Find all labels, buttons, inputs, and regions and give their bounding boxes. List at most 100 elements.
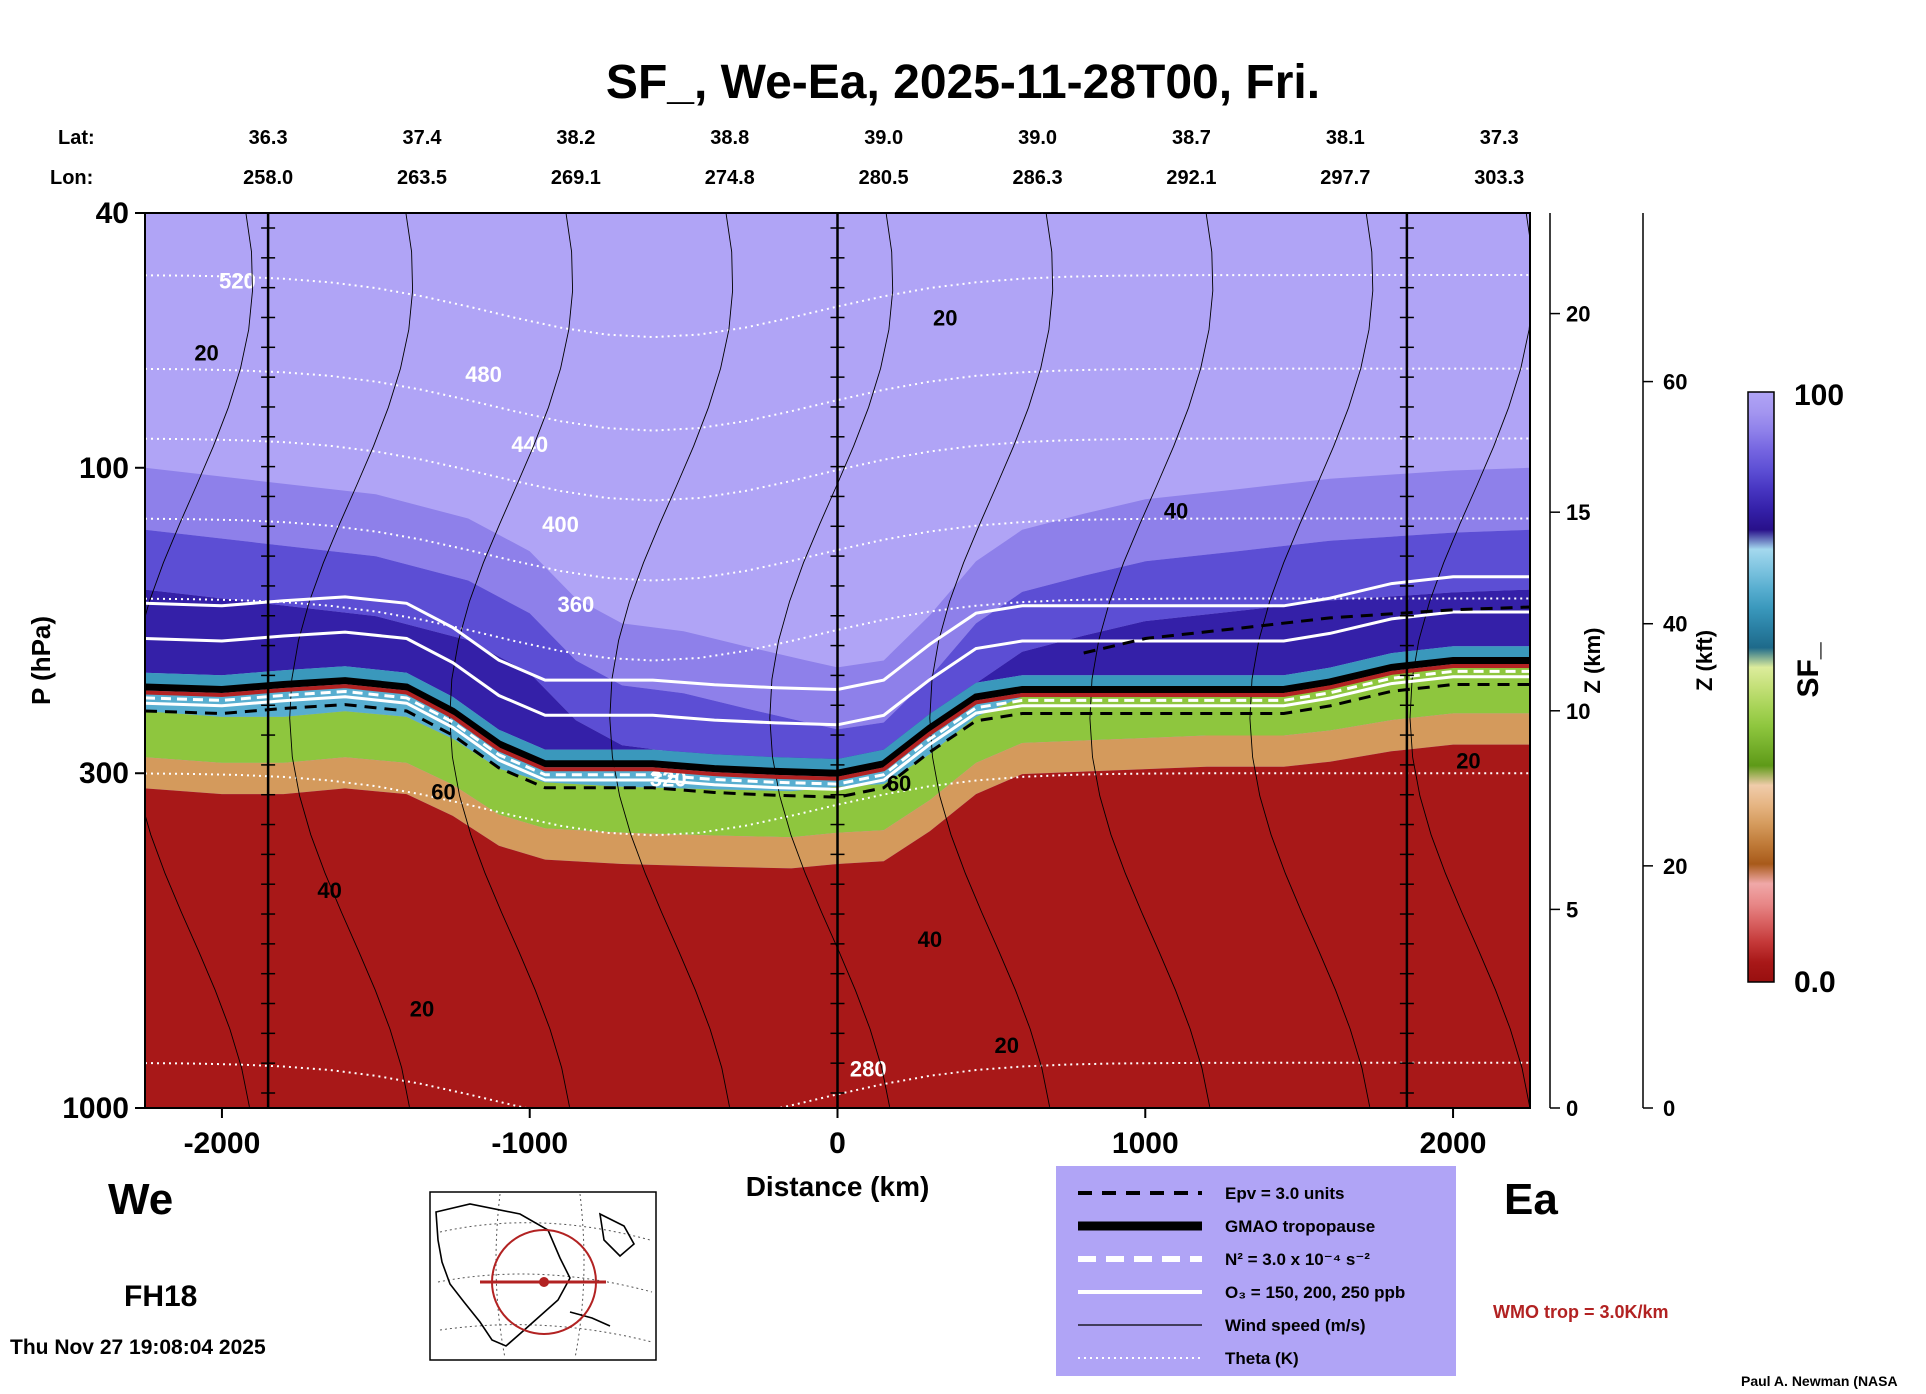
lat-value: 38.7 [1172,127,1211,149]
lat-value: 38.1 [1326,127,1365,149]
lat-value: 39.0 [1018,127,1057,149]
wind-speed-label: 20 [410,997,434,1022]
theta-contour-label: 520 [219,269,256,294]
chart-title: SF_, We-Ea, 2025-11-28T00, Fri. [606,56,1320,109]
wind-speed-contour [929,213,1054,1107]
pressure-tick-label: 1000 [62,1092,129,1125]
legend: Epv = 3.0 units GMAO tropopause N² = 3.0 x… [1056,1166,1456,1376]
z-kft-tick-label: 60 [1663,370,1687,395]
colorbar-max-label: 100 [1794,379,1844,412]
wind-speed-contour [769,213,894,1107]
credit-label: Paul A. Newman (NASA [1741,1373,1898,1389]
colorbar-min-label: 0.0 [1794,966,1836,999]
wind-speed-label: 60 [431,780,455,805]
wind-speed-contour [1089,213,1214,1107]
legend-label: N² = 3.0 x 10⁻⁴ s⁻² [1225,1250,1370,1269]
legend-label: Epv = 3.0 units [1225,1184,1345,1203]
west-end-label: We [108,1175,173,1224]
vertical-markers [261,213,1414,1108]
lon-value: 269.1 [551,167,601,189]
wind-speed-label: 20 [1456,749,1480,774]
field-light-blue-band [145,660,1530,792]
field-teal-band [145,646,1530,774]
wind-speed-label: 40 [1164,498,1188,523]
theta-contour [145,274,1530,339]
z-km-tick-label: 0 [1566,1096,1578,1121]
wind-speed-label: 40 [918,927,942,952]
z-km-tick-label: 15 [1566,500,1590,525]
wmo-trop-label: WMO trop = 3.0K/km [1493,1302,1669,1322]
z-kft-axis: 0 20 40 60 [1642,213,1687,1121]
lat-lon-axis: 36.3 258.0 37.4 263.5 38.2 269.1 38.8 274.8 39.0… [243,127,1524,189]
z-kft-axis-label: Z (kft) [1692,630,1717,691]
field-indigo-band [145,529,1530,790]
lon-value: 292.1 [1166,167,1216,189]
field-green-band [145,667,1530,838]
legend-box [1056,1166,1456,1376]
wind-speed-contour [1249,213,1374,1107]
z-km-axis-label: Z (km) [1580,628,1605,694]
wind-speed-contour [1409,213,1530,1107]
pressure-axis-label: P (hPa) [26,616,56,705]
distance-tick-label: 2000 [1420,1127,1487,1160]
map-graticule [437,1193,653,1359]
wind-speed-label: 20 [194,341,218,366]
lon-value: 258.0 [243,167,293,189]
wind-speed-contour [449,213,574,1107]
theta-contour-label: 480 [465,362,502,387]
legend-label: Theta (K) [1225,1349,1299,1368]
map-frame [429,1191,657,1361]
theta-contour [145,517,1530,582]
map-center-dot [539,1277,549,1287]
z-kft-tick-label: 40 [1663,612,1687,637]
theta-contour [145,1061,1530,1108]
z-km-tick-label: 20 [1566,302,1590,327]
lon-value: 297.7 [1320,167,1370,189]
wind-speed-label: 20 [995,1033,1019,1058]
forecast-hour-label: FH18 [124,1280,197,1313]
distance-axis: -2000 -1000 0 1000 2000 [184,1108,1487,1160]
z-km-axis: 0 5 10 15 20 [1549,213,1590,1121]
distance-tick-label: -2000 [184,1127,261,1160]
theta-contour-label: 360 [558,592,595,617]
pressure-axis: 40 100 300 1000 [62,197,145,1125]
east-end-label: Ea [1504,1175,1558,1224]
lat-label: Lat: [58,127,95,149]
z-km-tick-label: 10 [1566,699,1590,724]
timestamp-label: Thu Nov 27 19:08:04 2025 [10,1336,266,1359]
lon-value: 274.8 [705,167,755,189]
lat-value: 38.2 [556,127,595,149]
field-violet-band [145,467,1530,730]
lat-value: 37.3 [1480,127,1519,149]
location-map [429,1191,657,1361]
theta-contour-label: 400 [542,512,579,537]
field-tan-band [145,713,1530,869]
epv-contour [145,683,1530,799]
distance-tick-label: 0 [829,1127,846,1160]
epv-contour [1083,605,1530,655]
theta-contour [145,772,1530,837]
wind-speed-contour [609,213,734,1107]
map-coastline [435,1203,636,1347]
distance-tick-label: 1000 [1112,1127,1179,1160]
lon-value: 303.3 [1474,167,1524,189]
theta-contour-label: 280 [850,1056,887,1081]
lat-value: 36.3 [249,127,288,149]
pressure-tick-label: 40 [96,197,129,230]
z-km-tick-label: 5 [1566,897,1578,922]
colorbar-label: SF_ [1792,642,1825,697]
pressure-tick-label: 300 [79,757,129,790]
wind-speed-contour [289,213,414,1107]
lon-value: 280.5 [859,167,909,189]
lat-value: 39.0 [864,127,903,149]
lat-value: 37.4 [403,127,443,149]
colorbar [1747,391,1775,983]
distance-tick-label: -1000 [491,1127,568,1160]
wind-speed-contour [145,213,253,1107]
lon-value: 286.3 [1013,167,1063,189]
legend-label: O₃ = 150, 200, 250 ppb [1225,1283,1405,1302]
lon-label: Lon: [50,167,93,189]
legend-label: Wind speed (m/s) [1225,1316,1366,1335]
